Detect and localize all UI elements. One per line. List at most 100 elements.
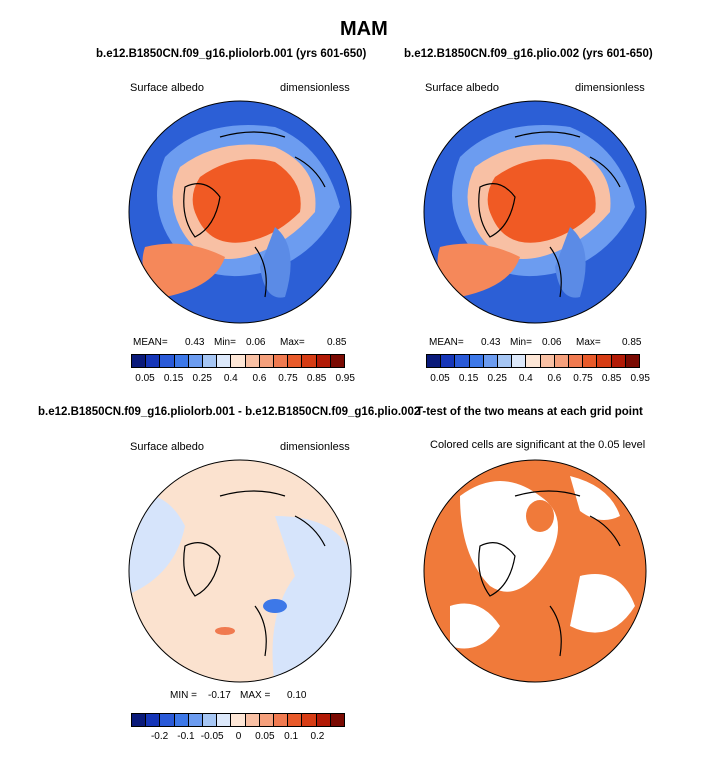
- panel-2-mean-value: 0.43: [481, 337, 501, 348]
- map-panel-3: [128, 459, 352, 683]
- colorbar-swatch: [132, 714, 147, 726]
- colorbar-swatch: [316, 355, 331, 367]
- colorbar-swatch: [146, 355, 161, 367]
- colorbar-swatch: [288, 355, 303, 367]
- colorbar-swatch: [174, 355, 189, 367]
- colorbar-swatch: [302, 355, 317, 367]
- colorbar-tick-label: -0.2: [150, 731, 169, 742]
- colorbar-swatch: [259, 355, 275, 367]
- colorbar-tick-label: 0.6: [252, 373, 267, 384]
- colorbar-swatch: [569, 355, 584, 367]
- colorbar-tick-label: 0.6: [547, 373, 562, 384]
- colorbar-tick-label: 0: [235, 731, 242, 742]
- colorbar-swatch: [132, 355, 147, 367]
- map-panel-1: [128, 100, 352, 324]
- colorbar-ticks-panel-2: 0.05 0.15 0.25 0.4 0.6 0.75 0.85 0.95: [426, 373, 650, 385]
- colorbar-swatch: [288, 714, 303, 726]
- panel-3-variable-label: Surface albedo: [130, 441, 204, 453]
- panel-3-max-label: MAX =: [240, 690, 271, 701]
- colorbar-swatch: [160, 355, 175, 367]
- panel-1-max-value: 0.85: [327, 337, 347, 348]
- panel-1-min-label: Min=: [214, 337, 236, 348]
- colorbar-tick-label: 0.05: [135, 373, 155, 384]
- colorbar-tick-label: 0.85: [601, 373, 622, 384]
- colorbar-swatch: [469, 355, 484, 367]
- colorbar-tick-label: 0.95: [335, 373, 355, 384]
- colorbar-panel-1: [131, 354, 345, 368]
- panel-3-min-value: -0.17: [208, 690, 231, 701]
- colorbar-tick-label: -0.05: [200, 731, 224, 742]
- colorbar-tick-label: -0.1: [177, 731, 195, 742]
- colorbar-swatch: [512, 355, 527, 367]
- colorbar-swatch: [217, 714, 232, 726]
- colorbar-swatch: [146, 714, 161, 726]
- colorbar-tick-label: 0.15: [458, 373, 479, 384]
- colorbar-swatch: [245, 355, 260, 367]
- colorbar-swatch: [231, 714, 246, 726]
- colorbar-swatch: [274, 355, 289, 367]
- colorbar-swatch: [583, 355, 598, 367]
- panel-2-units-label: dimensionless: [575, 82, 645, 94]
- panel-title-3: b.e12.B1850CN.f09_g16.pliolorb.001 - b.e…: [38, 406, 421, 418]
- colorbar-swatch: [259, 714, 275, 726]
- panel-3-min-label: MIN =: [170, 690, 197, 701]
- panel-2-min-value: 0.06: [542, 337, 562, 348]
- colorbar-panel-3: [131, 713, 345, 727]
- panel-2-mean-label: MEAN=: [429, 337, 464, 348]
- colorbar-panel-2: [426, 354, 640, 368]
- colorbar-swatch: [274, 714, 289, 726]
- panel-2-variable-label: Surface albedo: [425, 82, 499, 94]
- colorbar-swatch: [203, 714, 218, 726]
- colorbar-swatch: [625, 355, 640, 367]
- panel-4-note: Colored cells are significant at the 0.0…: [430, 439, 646, 451]
- colorbar-tick-label: 0.05: [430, 373, 450, 384]
- colorbar-tick-label: 0.4: [223, 373, 238, 384]
- colorbar-swatch: [554, 355, 570, 367]
- panel-1-units-label: dimensionless: [280, 82, 350, 94]
- panel-1-variable-label: Surface albedo: [130, 82, 204, 94]
- colorbar-swatch: [597, 355, 612, 367]
- colorbar-tick-label: 0.75: [573, 373, 593, 384]
- colorbar-swatch: [441, 355, 456, 367]
- colorbar-tick-label: 0.2: [310, 731, 325, 742]
- colorbar-swatch: [188, 714, 204, 726]
- colorbar-swatch: [330, 355, 345, 367]
- colorbar-ticks-panel-3: -0.2 -0.1 -0.05 0 0.05 0.1 0.2: [131, 731, 345, 743]
- colorbar-swatch: [330, 714, 345, 726]
- colorbar-tick-label: 0.1: [284, 731, 299, 742]
- colorbar-swatch: [160, 714, 175, 726]
- colorbar-swatch: [245, 714, 260, 726]
- colorbar-swatch: [483, 355, 499, 367]
- colorbar-swatch: [498, 355, 513, 367]
- colorbar-swatch: [427, 355, 442, 367]
- colorbar-swatch: [174, 714, 189, 726]
- panel-1-mean-label: MEAN=: [133, 337, 168, 348]
- panel-1-max-label: Max=: [280, 337, 305, 348]
- main-title: MAM: [340, 18, 388, 40]
- colorbar-tick-label: 0.25: [487, 373, 507, 384]
- colorbar-swatch: [203, 355, 218, 367]
- colorbar-swatch: [455, 355, 470, 367]
- panel-1-min-value: 0.06: [246, 337, 266, 348]
- colorbar-tick-label: 0.15: [163, 373, 184, 384]
- colorbar-swatch: [611, 355, 626, 367]
- colorbar-swatch: [188, 355, 204, 367]
- colorbar-tick-label: 0.85: [306, 373, 327, 384]
- map-panel-4: [423, 459, 647, 683]
- colorbar-tick-label: 0.95: [630, 373, 650, 384]
- colorbar-tick-label: 0.25: [192, 373, 212, 384]
- panel-title-1: b.e12.B1850CN.f09_g16.pliolorb.001 (yrs …: [96, 48, 367, 60]
- panel-2-max-label: Max=: [576, 337, 601, 348]
- panel-title-4: T-test of the two means at each grid poi…: [416, 406, 643, 418]
- panel-1-mean-value: 0.43: [185, 337, 205, 348]
- panel-title-2: b.e12.B1850CN.f09_g16.plio.002 (yrs 601-…: [404, 48, 653, 60]
- panel-3-units-label: dimensionless: [280, 441, 350, 453]
- map-panel-2: [423, 100, 647, 324]
- panel-3-max-value: 0.10: [287, 690, 307, 701]
- colorbar-tick-label: 0.05: [255, 731, 275, 742]
- colorbar-swatch: [526, 355, 541, 367]
- colorbar-ticks-panel-1: 0.05 0.15 0.25 0.4 0.6 0.75 0.85 0.95: [131, 373, 355, 385]
- colorbar-swatch: [217, 355, 232, 367]
- colorbar-swatch: [231, 355, 246, 367]
- panel-2-min-label: Min=: [510, 337, 532, 348]
